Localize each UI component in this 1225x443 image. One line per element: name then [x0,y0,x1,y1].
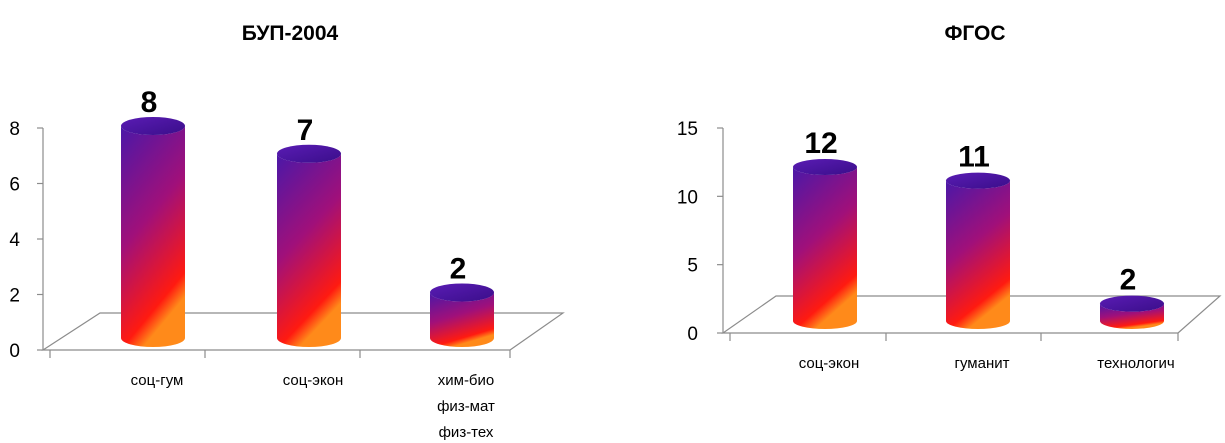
bup-floor-plane [40,312,565,351]
bup-data-label: 2 [450,253,467,286]
fgos-data-label: 12 [804,127,837,160]
bup-data-label: 7 [297,114,314,147]
fgos-category-label: гуманит [955,355,1010,372]
fgos-bar-body [946,180,1010,329]
fgos-y-tick-label: 5 [687,256,698,277]
bup-category-label: хим-био физ-мат физ-тех [437,372,495,441]
chart-bup-2004: БУП-2004 0 2 4 6 8 8 соц-гум 7 соц-экон 2 хим-био фи… [0,0,600,443]
fgos-bar-1 [793,159,857,329]
bup-bar-body [121,126,185,347]
bup-category-label: соц-гум [131,372,184,389]
bup-bar-top [121,117,185,135]
bup-bar-body [430,292,494,347]
bup-bar-3 [430,283,494,347]
bup-y-tick-label: 8 [9,119,20,140]
fgos-bar-3 [1100,295,1164,329]
bup-bar-top [277,144,341,163]
fgos-bar-top [1100,295,1164,312]
fgos-bar-top [793,159,857,175]
bup-data-label: 8 [141,86,158,119]
chart-fgos: ФГОС 0 5 10 15 12 соц-экон 11 гуманит 2 технологич [620,0,1225,443]
fgos-chart-title: ФГОС [944,22,1005,45]
fgos-bar-top [946,172,1010,189]
fgos-data-label: 11 [958,141,990,174]
chart-bup-2004-svg: БУП-2004 0 2 4 6 8 8 соц-гум 7 соц-экон 2 хим-био фи… [9,22,565,441]
bup-bar-1 [121,117,185,347]
bup-bar-body [277,153,341,347]
fgos-floor-plane [721,295,1222,334]
fgos-bar-body [1100,303,1164,329]
fgos-category-label: технологич [1097,355,1174,372]
fgos-bar-body [793,167,857,329]
bup-bar-2 [277,144,341,347]
bup-y-tick-label: 4 [9,230,20,251]
bup-y-tick-label: 2 [9,286,20,307]
fgos-data-label: 2 [1120,264,1137,297]
fgos-category-label: соц-экон [799,355,860,372]
fgos-bar-2 [946,172,1010,329]
bup-chart-title: БУП-2004 [242,22,339,45]
fgos-y-tick-label: 0 [687,324,698,345]
chart-fgos-svg: ФГОС 0 5 10 15 12 соц-экон 11 гуманит 2 технологич [677,22,1222,372]
bup-category-label: соц-экон [283,372,344,389]
bup-y-tick-label: 0 [9,341,20,362]
bup-y-tick-label: 6 [9,175,20,196]
bup-bar-top [430,283,494,302]
fgos-y-tick-label: 15 [677,119,698,140]
fgos-y-tick-label: 10 [677,187,698,208]
